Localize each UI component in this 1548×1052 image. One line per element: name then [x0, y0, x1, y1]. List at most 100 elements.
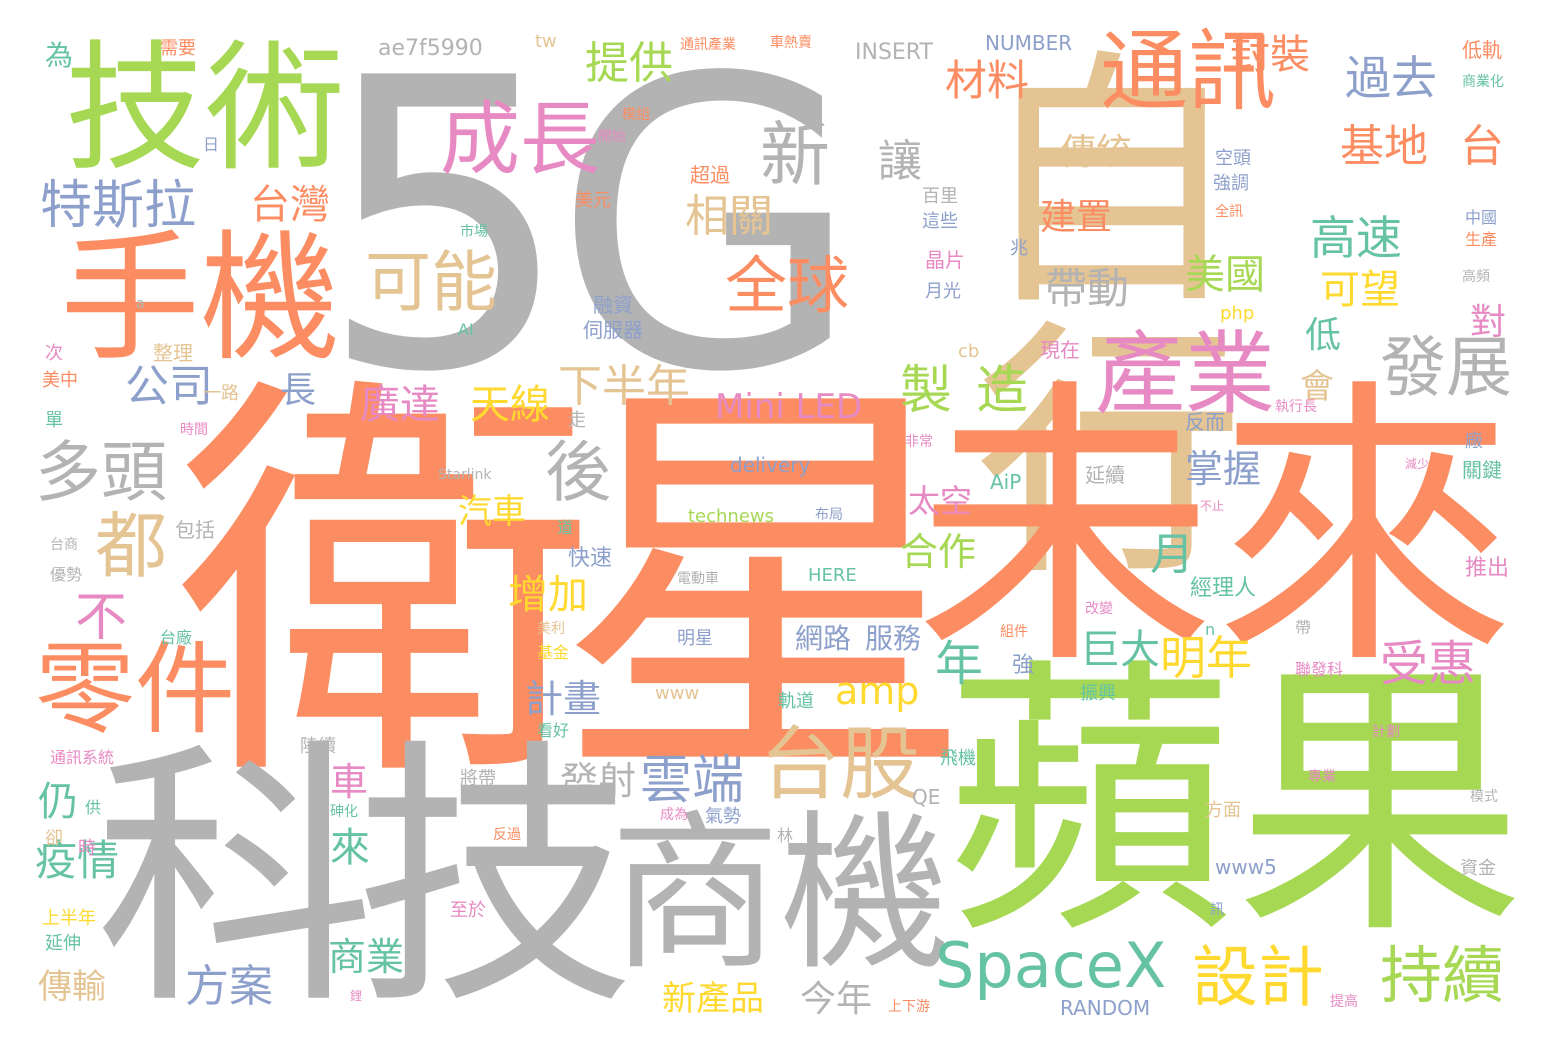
word-zhi: 製: [900, 361, 953, 421]
word-shangji: 商機: [610, 796, 951, 994]
word-taishang: 台商: [50, 537, 78, 553]
word-ci: 次: [45, 343, 63, 364]
word-fazhan: 發展: [1380, 329, 1512, 406]
word-lai: 來: [330, 825, 370, 871]
word-5g: 5G: [318, 0, 862, 460]
word-tigao: 提高: [1330, 994, 1358, 1010]
word-zhangwo: 掌握: [1185, 447, 1262, 491]
word-zujian: 組件: [1000, 624, 1028, 640]
word-jidi: 基地: [1340, 121, 1428, 172]
word-jianzhi: 建置: [1040, 197, 1113, 238]
word-cailiao: 材料: [945, 56, 1030, 105]
word-cherehmai: 車熱賣: [770, 35, 812, 51]
word-di: 低: [1305, 315, 1342, 356]
word-tesila: 特斯拉: [40, 176, 197, 236]
word-kanhao: 看好: [537, 721, 570, 740]
word-here: HERE: [808, 565, 857, 586]
word-yanxu: 延續: [1085, 463, 1125, 487]
word-shangbannian: 上半年: [42, 908, 96, 929]
word-diandongche: 電動車: [677, 571, 719, 587]
word-feichang: 非常: [905, 434, 933, 450]
word-jishu: 技術: [65, 28, 346, 191]
word-dou: 都: [95, 504, 168, 588]
word-gaopin: 高頻: [1462, 269, 1490, 285]
word-xianzai: 現在: [1040, 338, 1080, 362]
word-sheji: 設計: [1192, 939, 1324, 1016]
word-chengzhang: 成長: [440, 93, 600, 186]
word-juda: 巨大: [1080, 627, 1160, 673]
word-meili: 美利: [537, 621, 565, 637]
word-yanshen: 延伸: [45, 933, 81, 954]
word-gaibian: 改變: [1085, 601, 1113, 617]
word-chuanshu: 傳輸: [38, 967, 106, 1007]
word-qe: QE: [912, 785, 941, 809]
word-taiwan: 台灣: [250, 182, 330, 228]
word-shouji: 手機: [60, 218, 341, 381]
word-xiabannian: 下半年: [558, 361, 690, 412]
word-starlink: Starlink: [438, 467, 492, 483]
word-number: NUMBER: [985, 31, 1073, 55]
word-qishi: 氣勢: [705, 806, 741, 827]
word-guoqu: 過去: [1345, 51, 1437, 105]
word-zhuanye: 專業: [1308, 769, 1336, 785]
word-meiyuan: 美元: [575, 190, 611, 211]
word-shenhua: 砷化: [330, 804, 358, 820]
word-jingpian: 晶片: [925, 248, 965, 272]
word-mozu: 模組: [622, 107, 650, 123]
word-luxu: 陸續: [300, 736, 336, 757]
word-dai: 帶: [1295, 618, 1312, 637]
word-yue: 月: [1150, 529, 1194, 580]
word-tianxian: 天線: [470, 382, 550, 428]
word-zhengli: 整理: [153, 341, 193, 365]
word-baili: 百里: [922, 186, 958, 207]
word-gaosu: 高速: [1310, 211, 1402, 265]
word-tuichu: 推出: [1465, 556, 1510, 581]
word-fangan: 方案: [185, 961, 273, 1012]
word-shouhui: 受惠: [1380, 636, 1477, 692]
word-guanjian: 關鍵: [1462, 458, 1502, 482]
word-guidao: 軌道: [778, 691, 814, 712]
word-zhang: 長: [280, 370, 317, 411]
word-jihua: 計畫: [525, 677, 602, 721]
word-dao: 道: [557, 518, 574, 537]
word-feiji: 飛機: [940, 748, 976, 769]
word-quanxun: 全訊: [1215, 204, 1243, 220]
word-weilai: 未來: [915, 355, 1515, 704]
word-dui: 對: [1470, 302, 1507, 343]
word-tongxunxitong: 通訊系統: [50, 748, 115, 767]
word-hezuo: 合作: [900, 530, 977, 574]
word-xiangguan: 相關: [685, 191, 773, 242]
word-zao: 造: [976, 361, 1029, 421]
word-moshi: 模式: [1470, 789, 1498, 805]
word-zixing: 自行: [928, 40, 1243, 580]
word-tai: 台: [1460, 121, 1504, 172]
word-delivery: delivery: [730, 453, 811, 477]
word-bu: 不: [75, 588, 128, 648]
word-jiangdai: 將帶: [460, 768, 496, 789]
word-technews: technews: [688, 506, 775, 527]
word-chengwei: 成為: [660, 807, 688, 823]
word-dan: 單: [45, 410, 63, 431]
word-buzhi: 不止: [1200, 499, 1225, 513]
word-spacex: SpaceX: [935, 929, 1167, 1002]
word-che: 車: [330, 760, 369, 804]
word-amp: amp: [835, 669, 920, 713]
word-wanglu: 網路: [795, 622, 852, 655]
word-www5: www5: [1215, 855, 1277, 879]
word-li: 鋰: [350, 989, 363, 1003]
word-hou: 後: [545, 434, 611, 511]
word-wei: 為: [45, 39, 74, 72]
word-chaoguo: 超過: [690, 163, 730, 187]
word-weixing: 衛星: [175, 345, 975, 834]
word-insert: INSERT: [855, 40, 933, 65]
word-fangmian: 方面: [1205, 800, 1241, 821]
word-meiguo: 美國: [1185, 252, 1265, 298]
word-chixu: 持續: [1380, 939, 1505, 1012]
word-shangye: 商業: [328, 935, 405, 979]
word-www: www: [655, 683, 700, 704]
word-buju: 布局: [815, 507, 843, 523]
word-que: 卻: [45, 828, 63, 849]
word-yueguang: 月光: [925, 281, 961, 302]
word-rang: 讓: [878, 136, 922, 187]
